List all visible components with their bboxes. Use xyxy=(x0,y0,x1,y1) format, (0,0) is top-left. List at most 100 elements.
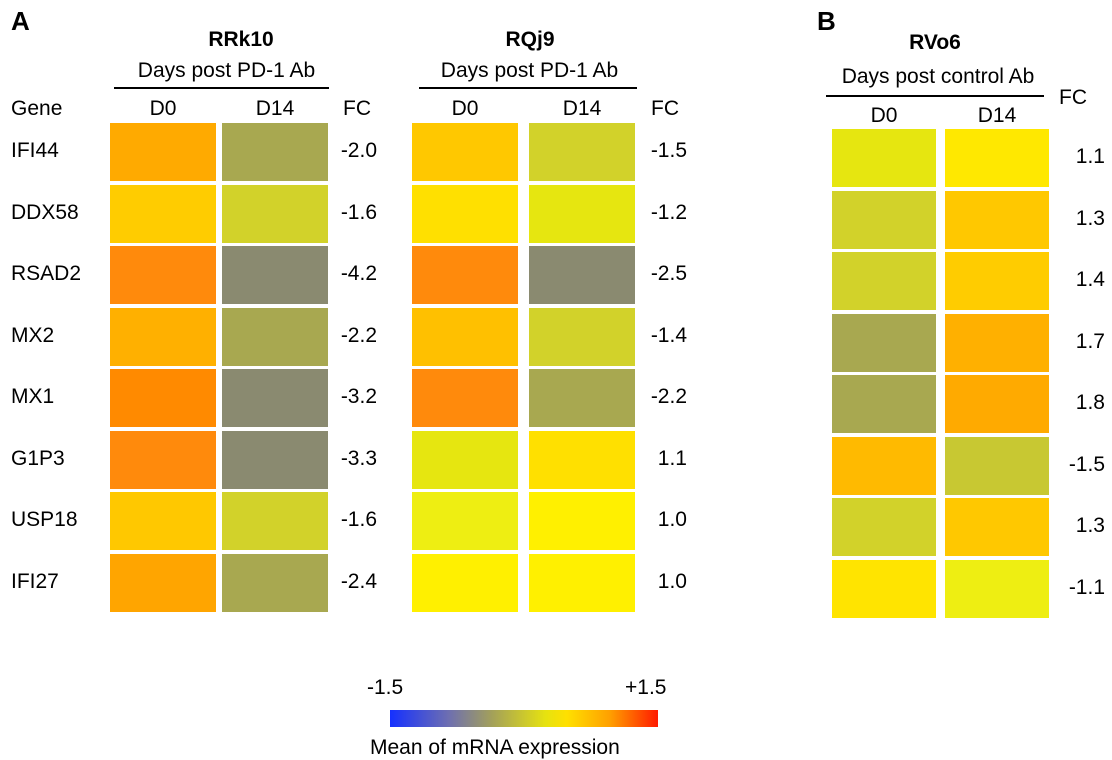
heatmap-cell-rvo6-ifi27-d14 xyxy=(945,559,1049,618)
heatmap-cell-rvo6-g1p3-d0 xyxy=(832,436,936,495)
heatmap-cell-rqj9-ifi44-d14 xyxy=(529,123,635,181)
fc-value: -1.2 xyxy=(650,200,687,224)
heatmap-cell-rvo6-ifi27-d0 xyxy=(832,559,936,618)
heatmap-cell-rrk10-rsad2-d0 xyxy=(110,246,216,304)
heatmap-cell-rqj9-ddx58-d0 xyxy=(412,184,518,243)
heatmap-cell-rvo6-g1p3-d14 xyxy=(945,436,1049,495)
heatmap-cell-rqj9-g1p3-d0 xyxy=(412,430,518,489)
heatmap-cell-rqj9-ifi27-d0 xyxy=(412,553,518,612)
col-header-d0-rvo6: D0 xyxy=(870,104,898,127)
heatmap-cell-rrk10-mx1-d0 xyxy=(110,369,216,427)
gene-label: MX2 xyxy=(11,323,55,347)
heatmap-cell-rvo6-mx2-d14 xyxy=(945,313,1049,372)
heatmap-cell-rrk10-mx2-d0 xyxy=(110,307,216,366)
heatmap-cell-rqj9-mx1-d0 xyxy=(412,369,518,427)
fc-value: -4.2 xyxy=(340,262,377,285)
fc-value: 1.4 xyxy=(1075,268,1105,291)
col-header-d0-rrk10: D0 xyxy=(149,97,177,120)
heatmap-cell-rqj9-mx2-d14 xyxy=(529,307,635,366)
colorbar xyxy=(390,710,658,727)
fc-value: -1.5 xyxy=(650,139,687,162)
fc-header-rqj9: FC xyxy=(651,97,679,120)
gene-label: RSAD2 xyxy=(11,262,82,285)
fc-value: -2.4 xyxy=(340,569,377,593)
fc-header-rvo6: FC xyxy=(1059,86,1087,109)
subtitle-rvo6: Days post control Ab xyxy=(841,65,1035,88)
heatmap-cell-rvo6-usp18-d14 xyxy=(945,498,1049,556)
heatmap-cell-rvo6-mx1-d14 xyxy=(945,375,1049,433)
fc-value: -2.2 xyxy=(340,323,377,347)
heatmap-cell-rrk10-g1p3-d0 xyxy=(110,430,216,489)
subtitle-rqj9: Days post PD-1 Ab xyxy=(440,59,619,82)
col-header-d14-rvo6: D14 xyxy=(977,104,1017,127)
heatmap-cell-rvo6-ifi44-d14 xyxy=(945,129,1049,187)
colorbar-min-label: -1.5 xyxy=(367,676,404,699)
fc-value: -2.0 xyxy=(340,139,377,162)
heatmap-cell-rrk10-ddx58-d0 xyxy=(110,184,216,243)
subtitle-rrk10: Days post PD-1 Ab xyxy=(137,59,316,82)
heatmap-cell-rqj9-mx1-d14 xyxy=(529,369,635,427)
gene-label: MX1 xyxy=(11,385,55,408)
gene-label: USP18 xyxy=(11,508,78,531)
divider-rrk10 xyxy=(114,87,329,89)
gene-label: G1P3 xyxy=(11,446,65,470)
heatmap-cell-rvo6-mx1-d0 xyxy=(832,375,936,433)
gene-label: IFI44 xyxy=(11,139,59,162)
heatmap-cell-rvo6-rsad2-d14 xyxy=(945,252,1049,310)
heatmap-cell-rrk10-g1p3-d14 xyxy=(222,430,328,489)
heatmap-cell-rqj9-ifi27-d14 xyxy=(529,553,635,612)
fc-value: -1.6 xyxy=(340,508,377,531)
fc-value: -3.2 xyxy=(340,385,377,408)
heatmap-cell-rvo6-ddx58-d14 xyxy=(945,190,1049,249)
gene-label: IFI27 xyxy=(11,569,59,593)
animal-title-rvo6: RVo6 xyxy=(909,31,961,54)
fc-value: -1.5 xyxy=(1068,452,1105,476)
col-header-d14-rqj9: D14 xyxy=(562,97,602,120)
fc-value: -1.4 xyxy=(650,323,687,347)
fc-value: -1.6 xyxy=(340,200,377,224)
heatmap-cell-rqj9-usp18-d0 xyxy=(412,492,518,550)
fc-value: 1.0 xyxy=(657,569,687,593)
heatmap-cell-rqj9-mx2-d0 xyxy=(412,307,518,366)
divider-rqj9 xyxy=(419,87,637,89)
heatmap-cell-rrk10-ddx58-d14 xyxy=(222,184,328,243)
heatmap-cell-rrk10-mx1-d14 xyxy=(222,369,328,427)
heatmap-cell-rrk10-usp18-d0 xyxy=(110,492,216,550)
heatmap-cell-rvo6-ifi44-d0 xyxy=(832,129,936,187)
heatmap-figure: A RRk10 Days post PD-1 Ab Gene D0 D14 FC… xyxy=(11,6,1105,759)
heatmap-cell-rrk10-ifi27-d14 xyxy=(222,553,328,612)
heatmap-cell-rqj9-rsad2-d14 xyxy=(529,246,635,304)
fc-value: -3.3 xyxy=(340,446,377,470)
gene-header: Gene xyxy=(11,97,63,120)
heatmap-cell-rqj9-rsad2-d0 xyxy=(412,246,518,304)
heatmap-cell-rrk10-rsad2-d14 xyxy=(222,246,328,304)
fc-value: 1.1 xyxy=(657,446,687,470)
heatmap-cell-rqj9-usp18-d14 xyxy=(529,492,635,550)
heatmap-cell-rvo6-usp18-d0 xyxy=(832,498,936,556)
heatmap-cell-rrk10-usp18-d14 xyxy=(222,492,328,550)
fc-value: 1.0 xyxy=(657,508,687,531)
fc-value: 1.8 xyxy=(1075,391,1105,414)
heatmap-cell-rvo6-rsad2-d0 xyxy=(832,252,936,310)
col-header-d14-rrk10: D14 xyxy=(255,97,295,120)
panel-label-a: A xyxy=(11,6,30,36)
fc-header-rrk10: FC xyxy=(343,97,371,120)
heatmap-cell-rrk10-ifi44-d14 xyxy=(222,123,328,181)
panel-label-b: B xyxy=(817,6,836,36)
colorbar-title-visible: Mean of mRNA expression xyxy=(370,736,620,759)
heatmap-cell-rqj9-g1p3-d14 xyxy=(529,430,635,489)
col-header-d0-rqj9: D0 xyxy=(451,97,479,120)
fc-value: -2.2 xyxy=(650,385,687,408)
fc-value: 1.1 xyxy=(1075,145,1105,168)
gene-label: DDX58 xyxy=(11,200,79,224)
heatmap-cell-rrk10-ifi44-d0 xyxy=(110,123,216,181)
colorbar-max-label: +1.5 xyxy=(625,676,667,699)
fc-value: -2.5 xyxy=(650,262,687,285)
animal-title-rrk10: RRk10 xyxy=(208,28,274,51)
heatmap-cell-rqj9-ddx58-d14 xyxy=(529,184,635,243)
fc-value: -1.1 xyxy=(1068,575,1105,599)
heatmap-cell-rvo6-mx2-d0 xyxy=(832,313,936,372)
fc-value: 1.7 xyxy=(1075,329,1105,353)
divider-rvo6 xyxy=(826,95,1044,97)
fc-value: 1.3 xyxy=(1075,206,1105,230)
